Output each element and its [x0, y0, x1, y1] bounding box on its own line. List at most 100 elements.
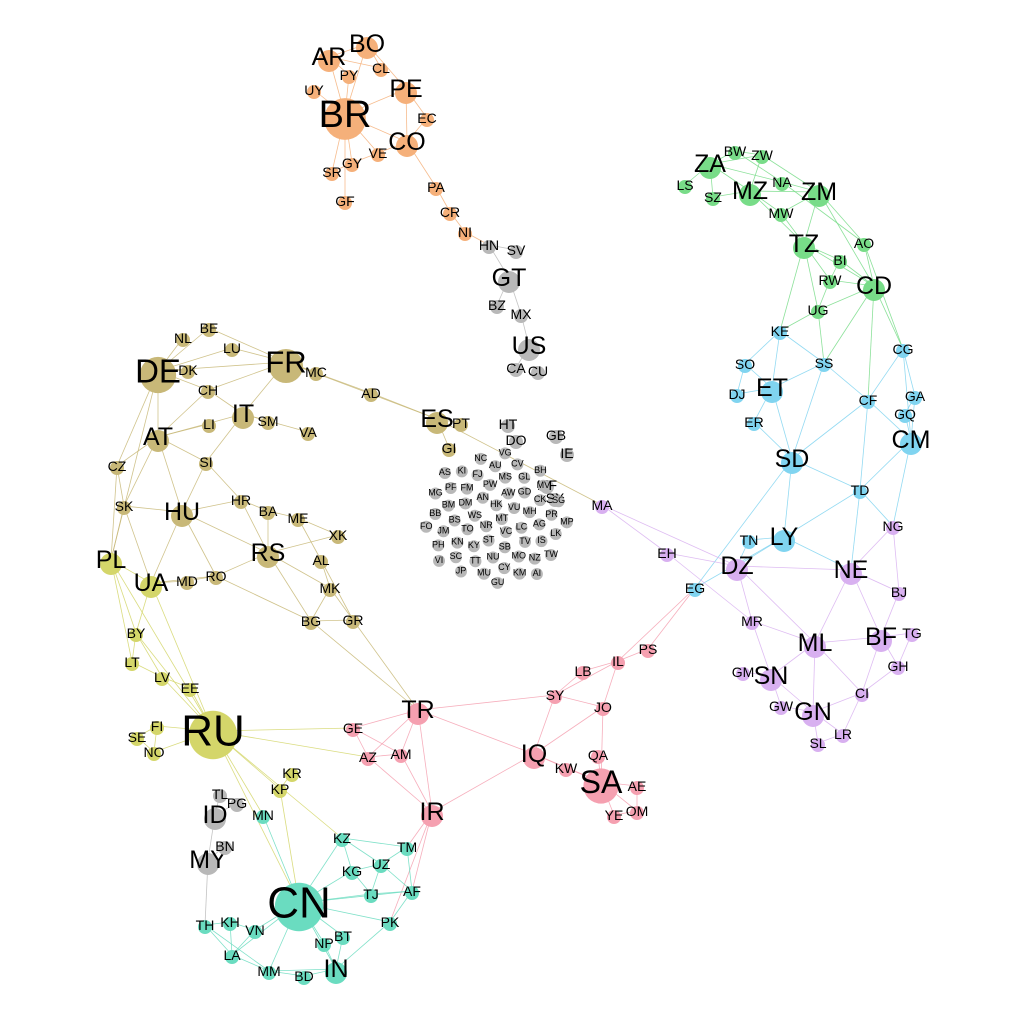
node-HR[interactable]: HR: [231, 492, 251, 509]
node-SN[interactable]: SN: [754, 662, 789, 691]
node-FI[interactable]: FI: [150, 718, 164, 735]
node-MA[interactable]: MA: [592, 497, 614, 514]
node-LI[interactable]: LI: [202, 416, 216, 433]
node-ES[interactable]: ES: [420, 405, 454, 434]
node-UA[interactable]: UA: [134, 569, 169, 598]
cluster-node-MS[interactable]: MS: [499, 471, 513, 484]
node-PY[interactable]: PY: [340, 67, 359, 84]
cluster-node-VC[interactable]: VC: [500, 525, 513, 538]
node-RO[interactable]: RO: [206, 568, 227, 585]
cluster-node-TO[interactable]: TO: [461, 523, 474, 536]
cluster-node-NC[interactable]: NC: [474, 452, 488, 465]
node-SD[interactable]: SD: [775, 445, 810, 474]
node-SV[interactable]: SV: [507, 242, 526, 259]
node-BY[interactable]: BY: [127, 625, 146, 642]
node-RW[interactable]: RW: [818, 272, 842, 289]
node-EG[interactable]: EG: [685, 580, 705, 597]
node-MZ[interactable]: MZ: [732, 177, 768, 206]
node-LT[interactable]: LT: [124, 654, 140, 671]
cluster-node-AS[interactable]: AS: [439, 467, 451, 480]
node-CI[interactable]: CI: [855, 685, 869, 702]
node-BO[interactable]: BO: [349, 30, 385, 59]
node-SK[interactable]: SK: [115, 498, 134, 515]
node-DJ[interactable]: DJ: [728, 386, 746, 403]
node-IN[interactable]: IN: [324, 955, 349, 984]
cluster-node-TT[interactable]: TT: [469, 555, 482, 568]
cluster-node-MG[interactable]: MG: [428, 487, 443, 500]
cluster-node-AN[interactable]: AN: [477, 491, 490, 504]
cluster-node-BB[interactable]: BB: [429, 508, 441, 521]
cluster-node-DM[interactable]: DM: [458, 497, 472, 510]
node-BG[interactable]: BG: [301, 613, 321, 630]
node-GA[interactable]: GA: [905, 388, 926, 405]
cluster-node-TW[interactable]: TW: [544, 548, 558, 561]
node-SY[interactable]: SY: [546, 687, 565, 704]
node-GH[interactable]: GH: [888, 658, 909, 675]
node-TR[interactable]: TR: [401, 696, 435, 725]
node-UG[interactable]: UG: [808, 302, 829, 319]
node-BN[interactable]: BN: [215, 838, 235, 855]
node-DO[interactable]: DO: [506, 432, 527, 449]
cluster-node-AU[interactable]: AU: [489, 460, 502, 473]
node-MD[interactable]: MD: [176, 573, 198, 590]
node-GM[interactable]: GM: [732, 664, 755, 681]
node-LU[interactable]: LU: [223, 340, 241, 357]
cluster-node-NZ[interactable]: NZ: [528, 552, 541, 565]
node-LB[interactable]: LB: [574, 663, 592, 680]
node-KP[interactable]: KP: [271, 781, 290, 798]
node-MN[interactable]: MN: [252, 807, 274, 824]
cluster-node-BH[interactable]: BH: [534, 464, 547, 477]
node-BE[interactable]: BE: [200, 320, 219, 337]
node-MW[interactable]: MW: [769, 205, 795, 222]
node-SL[interactable]: SL: [809, 735, 827, 752]
node-TZ[interactable]: TZ: [789, 230, 820, 259]
node-CL[interactable]: CL: [372, 60, 390, 77]
node-GE[interactable]: GE: [343, 720, 363, 737]
node-GT[interactable]: GT: [492, 264, 527, 293]
node-TN[interactable]: TN: [740, 532, 759, 549]
node-YE[interactable]: YE: [605, 807, 624, 824]
node-BF[interactable]: BF: [865, 623, 897, 652]
node-CA[interactable]: CA: [506, 360, 526, 377]
cluster-node-ST[interactable]: ST: [482, 534, 495, 547]
cluster-node-GU[interactable]: GU: [491, 576, 505, 589]
node-FR[interactable]: FR: [265, 345, 307, 384]
node-NL[interactable]: NL: [174, 330, 192, 347]
node-DE[interactable]: DE: [135, 353, 181, 394]
cluster-node-FM[interactable]: FM: [460, 482, 473, 495]
node-PE[interactable]: PE: [389, 75, 423, 104]
cluster-node-CY[interactable]: CY: [498, 562, 511, 575]
cluster-node-PF[interactable]: PF: [444, 482, 457, 495]
node-PA[interactable]: PA: [427, 179, 445, 196]
node-KW[interactable]: KW: [555, 760, 578, 777]
node-AF[interactable]: AF: [403, 883, 421, 900]
node-EE[interactable]: EE: [181, 680, 200, 697]
cluster-node-BM[interactable]: BM: [442, 499, 456, 512]
cluster-node-JM[interactable]: JM: [437, 525, 450, 538]
node-KG[interactable]: KG: [342, 863, 362, 880]
node-BR[interactable]: BR: [319, 94, 372, 140]
cluster-node-WS[interactable]: WS: [468, 509, 483, 522]
node-MK[interactable]: MK: [320, 580, 342, 597]
node-CG[interactable]: CG: [893, 341, 914, 358]
node-AZ[interactable]: AZ: [359, 749, 377, 766]
cluster-node-HK[interactable]: HK: [490, 499, 503, 512]
cluster-node-PR[interactable]: PR: [545, 508, 558, 521]
node-AL[interactable]: AL: [312, 552, 330, 569]
cluster-node-VG[interactable]: VG: [499, 447, 512, 460]
node-IQ[interactable]: IQ: [521, 740, 547, 769]
node-MY[interactable]: MY: [189, 846, 227, 875]
node-OM[interactable]: OM: [626, 803, 649, 820]
node-CH[interactable]: CH: [198, 382, 218, 399]
cluster-node-BS[interactable]: BS: [449, 514, 461, 527]
node-SO[interactable]: SO: [735, 356, 755, 373]
node-DZ[interactable]: DZ: [720, 552, 754, 581]
node-GF[interactable]: GF: [335, 193, 355, 210]
node-PL[interactable]: PL: [96, 546, 127, 575]
cluster-node-MO[interactable]: MO: [512, 550, 527, 563]
node-BJ[interactable]: BJ: [891, 584, 907, 601]
cluster-node-MT[interactable]: MT: [495, 513, 509, 525]
cluster-node-SG[interactable]: SG: [552, 495, 565, 508]
node-BD[interactable]: BD: [294, 968, 314, 985]
node-UY[interactable]: UY: [304, 82, 324, 99]
